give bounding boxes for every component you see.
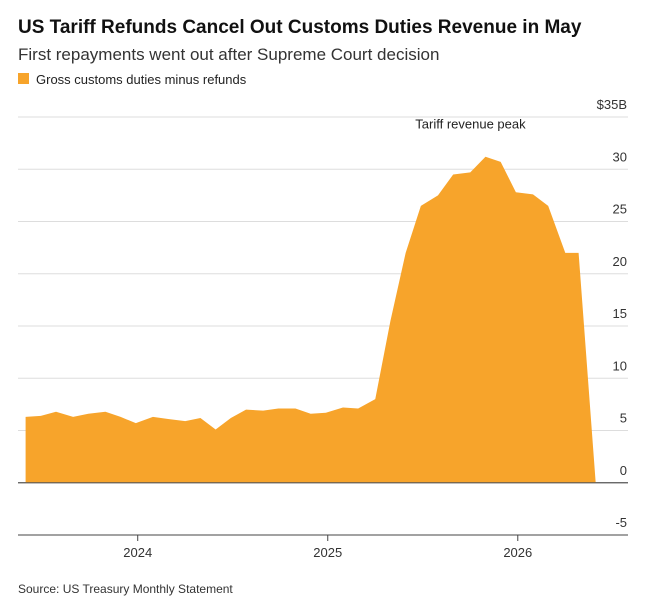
y-tick-label: 20 [613, 254, 627, 269]
y-tick-label: 5 [620, 411, 627, 426]
legend-swatch [18, 73, 29, 84]
y-tick-label: 30 [613, 149, 627, 164]
annotation: Tariff revenue peak [415, 117, 526, 132]
x-tick-label: 2024 [123, 545, 152, 560]
legend-label: Gross customs duties minus refunds [36, 72, 247, 87]
y-tick-label: 0 [620, 463, 627, 478]
y-tick-label: 10 [613, 358, 627, 373]
chart-subtitle: First repayments went out after Supreme … [18, 45, 439, 64]
area [25, 156, 596, 483]
chart-title: US Tariff Refunds Cancel Out Customs Dut… [18, 17, 582, 38]
y-tick-label: -5 [615, 515, 627, 530]
y-tick-label: 15 [613, 306, 627, 321]
y-tick-label: $35B [597, 97, 627, 112]
x-tick-label: 2025 [313, 545, 342, 560]
source: Source: US Treasury Monthly Statement [18, 582, 233, 596]
y-tick-label: 25 [613, 202, 627, 217]
x-tick-label: 2026 [503, 545, 532, 560]
